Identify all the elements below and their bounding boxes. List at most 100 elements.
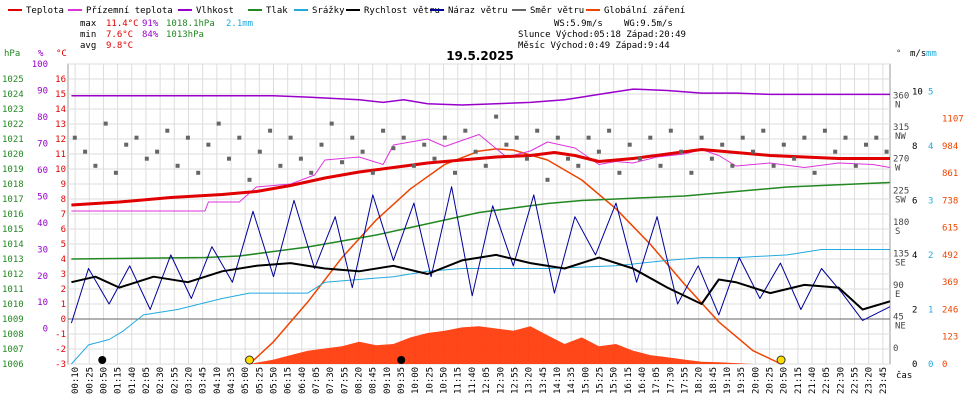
wind-direction-point [864, 142, 868, 147]
wind-direction-point [596, 149, 601, 154]
x-tick-label: 17:05 [652, 367, 662, 394]
series-rychlost-větru [71, 253, 891, 311]
moonset-marker [397, 356, 406, 364]
dir-tick-label: 135 [893, 249, 909, 259]
temp-tick-label: 12 [55, 135, 66, 145]
dir-tick-direction: NW [895, 132, 906, 142]
legend-label: Tlak [266, 6, 288, 16]
temp-tick-label: 4 [61, 255, 66, 265]
temp-tick-label: 14 [55, 105, 66, 115]
wind-direction-point [792, 156, 797, 161]
x-tick-label: 07:05 [312, 367, 322, 394]
temp-tick-label: -2 [55, 345, 66, 355]
temp-tick-label: 6 [61, 225, 66, 235]
series-náraz-větru [70, 186, 891, 324]
legend-label: Přízemní teplota [86, 6, 173, 16]
info-wg: WG:9.5m/s [624, 19, 673, 29]
hum-tick-label: 100 [32, 60, 48, 70]
mm-tick-label: 2 [928, 251, 933, 261]
wind-direction-point [545, 177, 550, 182]
sun-markers [98, 355, 786, 365]
series-globální-záření [248, 148, 782, 365]
wind-direction-point [442, 135, 447, 140]
hum-tick-label: 60 [37, 166, 48, 176]
sunrise-marker [245, 355, 255, 365]
x-tick-label: 17:30 [666, 367, 676, 394]
rad-tick-label: 492 [942, 251, 958, 261]
wind-direction-point [216, 121, 221, 126]
dir-tick-direction: S [895, 227, 900, 237]
x-tick-label: 22:55 [851, 367, 861, 394]
x-tick-label: 03:45 [199, 367, 209, 394]
dir-tick-direction: NE [895, 322, 906, 332]
wind-direction-point [884, 149, 889, 154]
radiation-area-path [249, 326, 782, 364]
ms-tick-label: 10 [912, 87, 923, 97]
wind-direction-point [257, 149, 262, 154]
x-axis-unit: čas [896, 370, 912, 381]
x-tick-label: 20:50 [780, 367, 790, 394]
x-tick-label: 10:00 [411, 367, 421, 394]
x-tick-label: 12:05 [482, 367, 492, 394]
x-tick-label: 09:35 [397, 367, 407, 394]
rad-tick-label: 0 [942, 360, 947, 370]
series-srážky [71, 249, 890, 365]
x-tick-label: 21:40 [808, 367, 818, 394]
hum-tick-label: 20 [37, 272, 48, 282]
dir-tick-direction: E [895, 290, 900, 300]
x-tick-label: 22:30 [836, 367, 846, 394]
axes: 1006100710081009101010111012101310141015… [2, 49, 964, 394]
press-tick-label: 1018 [2, 180, 24, 190]
wind-direction-point [144, 156, 149, 161]
wind-direction-point [740, 135, 745, 140]
x-tick-label: 10:50 [440, 367, 450, 394]
hum-tick-label: 40 [37, 219, 48, 229]
wind-direction-point [853, 163, 858, 168]
wind-direction-point [309, 170, 314, 175]
x-tick-label: 20:25 [766, 367, 776, 394]
wind-direction-point [93, 163, 98, 168]
wind-direction-point [381, 128, 386, 133]
wind-direction-point [648, 135, 653, 140]
x-tick-label: 02:05 [142, 367, 152, 394]
stat-row-label: min [80, 30, 96, 40]
press-tick-label: 1011 [2, 285, 24, 295]
stat-temp: 7.6°C [106, 30, 133, 40]
stat-rain: 2.1mm [226, 19, 253, 29]
wind-direction-point [155, 149, 160, 154]
press-tick-label: 1020 [2, 150, 24, 160]
wind-direction-point [453, 170, 457, 175]
rad-tick-label: 369 [942, 278, 958, 288]
x-tick-label: 04:10 [213, 367, 223, 394]
wind-direction-point [124, 142, 129, 147]
ms-axis-unit: m/s [910, 49, 926, 59]
press-tick-label: 1006 [2, 360, 24, 370]
dir-tick-direction: W [895, 164, 901, 174]
x-tick-label: 00:25 [85, 367, 95, 394]
wind-direction-point [668, 128, 673, 133]
press-tick-label: 1017 [2, 195, 24, 205]
x-tick-label: 08:45 [369, 367, 379, 394]
wind-direction-point [514, 135, 519, 140]
grid [68, 63, 890, 365]
wind-direction-point [709, 156, 714, 161]
stat-row-label: max [80, 19, 97, 29]
ms-tick-label: 2 [912, 305, 917, 315]
legend-label: Náraz větru [448, 6, 508, 16]
x-tick-label: 00:50 [99, 367, 109, 394]
wind-direction-point [134, 135, 139, 140]
wind-direction-point [196, 170, 201, 175]
temp-tick-label: 0 [61, 315, 66, 325]
legend: Teplota Přízemní teplota Vlhkost Tlak Srážky… [8, 6, 685, 16]
x-tick-label: 15:25 [596, 367, 606, 394]
rad-tick-label: 984 [942, 142, 958, 152]
wind-direction-point [319, 142, 324, 147]
wind-direction-point [237, 135, 242, 140]
wind-direction-point [206, 142, 211, 147]
wind-direction-point [689, 170, 694, 175]
x-tick-label: 13:20 [525, 367, 535, 394]
stat-temp: 11.4°C [106, 19, 139, 29]
sunset-marker [776, 355, 786, 365]
